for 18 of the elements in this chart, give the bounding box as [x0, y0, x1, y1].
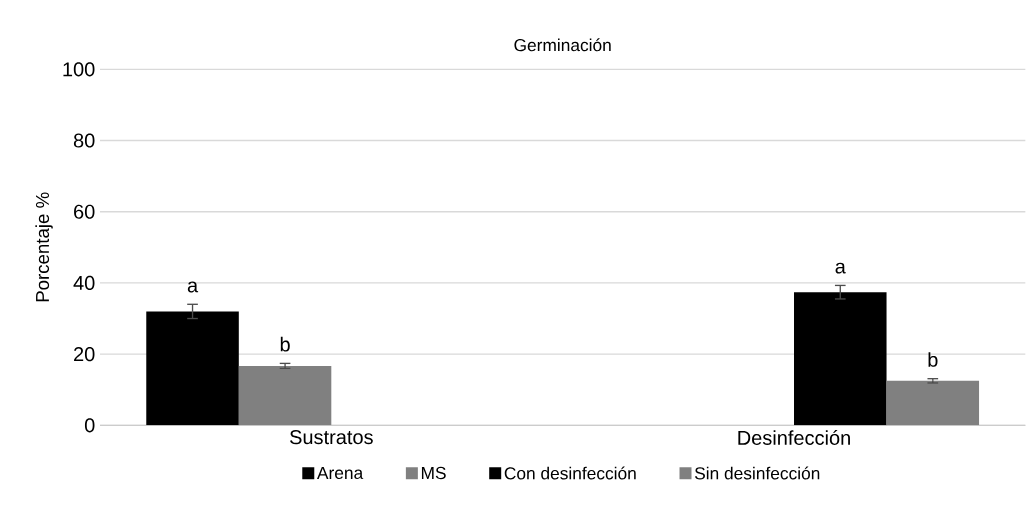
chart-title: Germinación	[514, 38, 611, 52]
legend-label: Arena	[316, 466, 364, 480]
y-tick-label: 60	[74, 204, 95, 219]
data-label: a	[187, 281, 199, 293]
legend-label: MS	[421, 466, 446, 480]
y-tick-label: 0	[84, 418, 95, 433]
data-label: a	[835, 262, 846, 274]
y-tick-label: 80	[73, 133, 95, 148]
y-tick-label: 20	[74, 347, 95, 362]
y-tick-label: 40	[73, 275, 95, 291]
y-tick-label: 100	[63, 62, 95, 77]
data-label: b	[280, 336, 290, 352]
legend-label: Sin desinfección	[694, 466, 820, 480]
y-axis-title: Porcentaje %	[35, 192, 53, 302]
data-label: b	[928, 352, 938, 367]
legend-label: Con desinfección	[504, 466, 636, 480]
x-tick-label: Desinfección	[738, 430, 850, 445]
x-tick-label: Sustratos	[290, 430, 373, 445]
